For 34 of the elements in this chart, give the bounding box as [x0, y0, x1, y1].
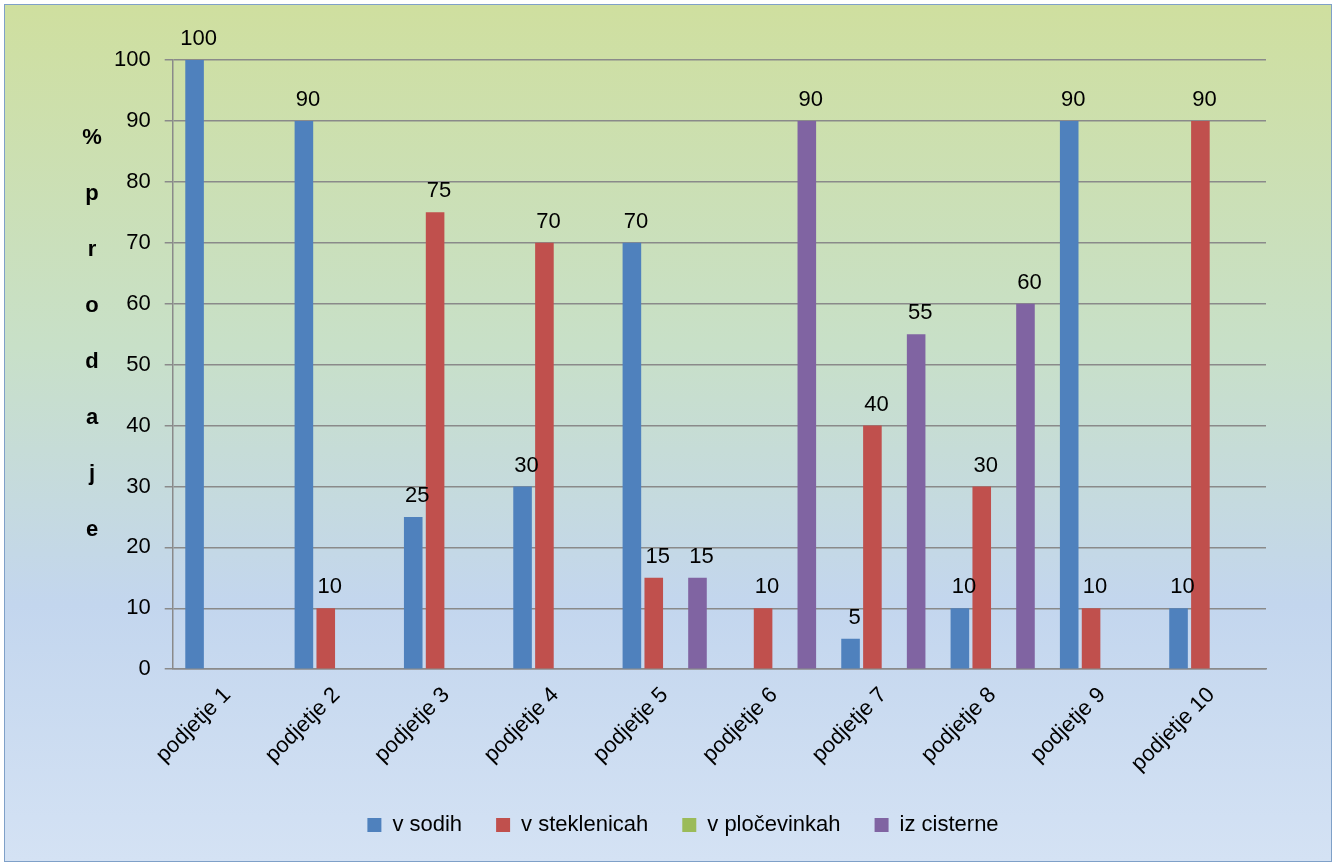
data-label: 10 — [754, 573, 780, 599]
y-tick-label: 0 — [138, 655, 151, 681]
legend-label: v pločevinkah — [707, 811, 841, 837]
data-label: 70 — [623, 207, 649, 233]
y-tick-label: 30 — [126, 472, 151, 498]
data-label: 10 — [317, 573, 343, 599]
y-tick-label: 50 — [126, 350, 151, 376]
y-tick-label: 60 — [126, 289, 151, 315]
y-tick-label: 20 — [126, 533, 151, 559]
y-tick-label: 90 — [126, 106, 151, 132]
data-label: 90 — [1192, 85, 1217, 111]
y-tick-label: 70 — [126, 228, 151, 254]
data-label: 100 — [180, 25, 217, 51]
data-label: 70 — [536, 207, 561, 233]
legend-label: v sodih — [392, 811, 463, 837]
data-label: 30 — [973, 451, 998, 477]
data-label: 90 — [295, 85, 321, 111]
data-label: 55 — [907, 299, 933, 325]
legend-label: iz cisterne — [899, 811, 999, 837]
data-label: 90 — [798, 85, 824, 111]
data-label: 15 — [645, 542, 670, 568]
y-tick-label: 80 — [126, 167, 151, 193]
data-label: 5 — [848, 603, 861, 629]
data-label: 75 — [426, 177, 452, 203]
y-tick-label: 10 — [126, 594, 151, 620]
legend-label: v steklenicah — [521, 811, 649, 837]
data-label: 40 — [864, 390, 889, 416]
data-label: 90 — [1060, 85, 1086, 111]
data-label: 60 — [1017, 268, 1042, 294]
data-label: 10 — [1082, 573, 1108, 599]
y-tick-label: 40 — [126, 411, 151, 437]
y-tick-label: 100 — [113, 46, 151, 72]
data-label: 15 — [689, 542, 714, 568]
text: % prodaje — [82, 124, 102, 542]
